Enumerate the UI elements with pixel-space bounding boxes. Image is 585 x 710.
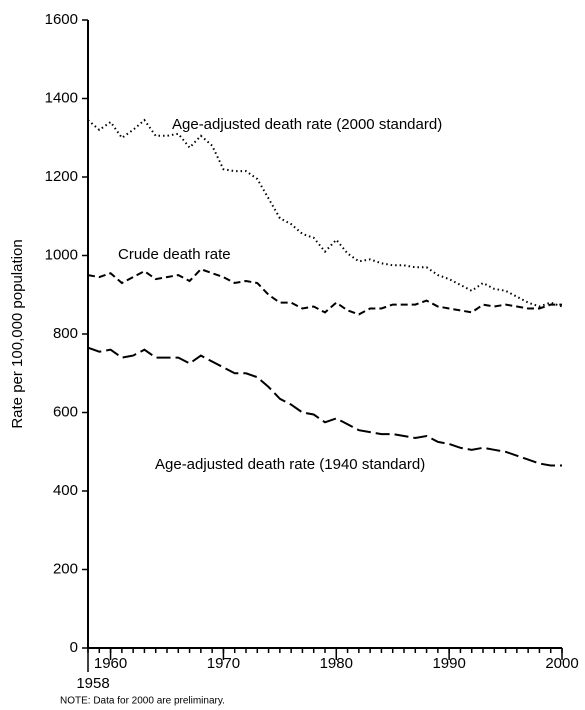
y-tick-label: 800 [53, 325, 78, 342]
series-label: Crude death rate [118, 246, 231, 263]
x-tick-label: 1990 [432, 655, 465, 672]
note: NOTE: Data for 2000 are preliminary. [60, 696, 225, 707]
y-tick-label: 600 [53, 403, 78, 420]
series-label: Age-adjusted death rate (2000 standard) [172, 116, 442, 133]
x-tick-label: 1980 [320, 655, 353, 672]
y-tick-label: 1200 [45, 168, 78, 185]
y-tick-label: 1600 [45, 11, 78, 28]
y-tick-label: 200 [53, 560, 78, 577]
y-tick-label: 0 [70, 639, 78, 656]
y-tick-label: 1000 [45, 246, 78, 263]
line-series [87, 118, 563, 308]
x-tick-label: 1960 [94, 655, 127, 672]
series-label: Age-adjusted death rate (1940 standard) [155, 456, 425, 473]
y-tick-label: 1400 [45, 89, 78, 106]
y-axis-label: Rate per 100,000 population [9, 239, 26, 428]
y-tick-label: 400 [53, 482, 78, 499]
x-tick-label: 1970 [207, 655, 240, 672]
x-tick-label: 1958 [76, 675, 109, 692]
line-series [87, 346, 562, 467]
line-series [87, 268, 562, 316]
x-tick-label: 2000 [545, 655, 578, 672]
